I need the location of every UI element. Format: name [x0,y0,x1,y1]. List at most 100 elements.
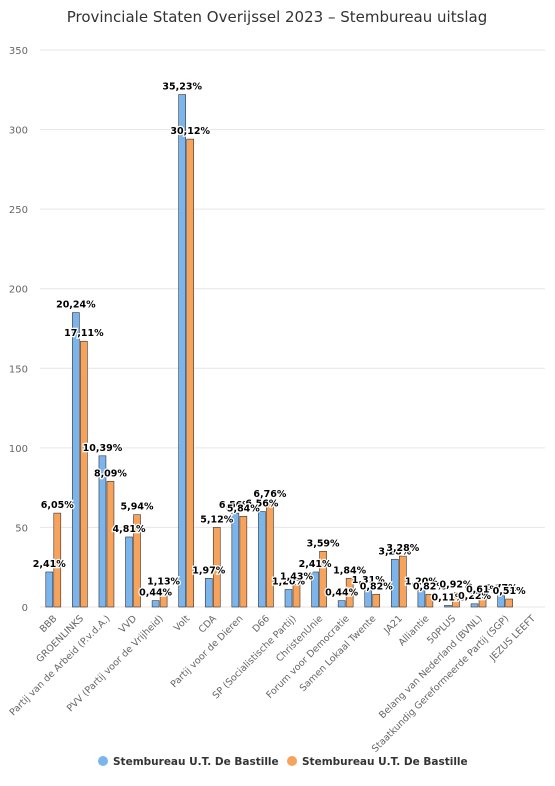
data-label: 5,84% [227,503,260,514]
data-label: 3,28% [378,546,411,557]
data-label: 0,82% [360,581,393,592]
y-tick-label: 100 [9,444,28,455]
bar-series-2[interactable] [159,589,168,608]
bar-series-2[interactable] [53,512,62,608]
bar-series-2[interactable] [452,592,460,608]
bar-series-1[interactable] [337,600,346,608]
bar-series-2[interactable] [399,555,407,608]
x-tick-label: BBB [38,613,60,635]
x-tick-label: JA21 [381,613,405,637]
bar-series-2[interactable] [478,597,487,608]
data-label: 6,05% [41,500,74,511]
data-label: 0,82% [413,581,446,592]
bar-series-2[interactable] [80,340,88,608]
bar-series-1[interactable] [470,603,479,608]
legend-marker[interactable] [287,756,297,766]
legend-label[interactable]: Stembureau U.T. De Bastille [113,756,279,768]
bar-series-1[interactable] [444,605,452,608]
bar-series-1[interactable] [258,511,266,608]
data-label: 0,77% [485,583,518,594]
bar-series-2[interactable] [372,593,381,608]
data-label: 1,97% [192,565,225,576]
data-label: 1,13% [147,576,180,587]
data-label: 5,12% [200,514,233,525]
x-tick-label: Volt [172,613,193,634]
bar-series-2[interactable] [239,515,248,608]
data-label: 6,56% [219,500,252,511]
data-label: 3,59% [307,538,340,549]
bar-series-2[interactable] [505,598,513,608]
data-label: 2,41% [33,559,66,570]
y-tick-label: 350 [9,46,28,57]
bar-series-2[interactable] [106,480,115,608]
data-label: 17,11% [64,328,104,339]
x-tick-label: PVV (Partij voor de Vrijheid) [65,613,166,714]
bar-series-2[interactable] [292,584,301,608]
data-label: 8,09% [94,468,127,479]
legend: Stembureau U.T. De Bastille Stembureau U.… [98,756,468,768]
data-label: 5,94% [121,502,154,513]
data-label: 30,12% [170,126,210,137]
bar-series-2[interactable] [425,593,434,608]
x-tick-label: CDA [197,613,219,635]
data-label: 1,31% [352,575,385,586]
bar-series-1[interactable] [98,455,107,608]
legend-marker[interactable] [98,756,108,766]
data-labels: 2,41% 20,24% 10,39% 4,81% 0,44% 35,23% 1,97% 6,… [32,80,528,604]
legend-label[interactable]: Stembureau U.T. De Bastille [302,756,468,768]
x-tick-label: D66 [251,613,273,635]
bar-series-1[interactable] [311,571,319,608]
data-label: 1,43% [280,572,313,583]
data-label: 35,23% [162,82,202,93]
bar-series-1[interactable] [151,600,160,608]
y-tick-label: 150 [9,364,28,375]
bar-series-1[interactable] [72,312,80,608]
data-label: 0,92% [439,580,472,591]
data-label: 10,39% [83,443,123,454]
bar-series-1[interactable] [284,589,293,608]
y-tick-label: 300 [9,126,28,137]
bar-series-1[interactable] [125,536,133,608]
bar-series-2[interactable] [266,501,274,608]
bars [45,94,513,608]
data-label: 1,84% [333,565,366,576]
bar-series-2[interactable] [345,578,354,608]
bar-series-1[interactable] [178,94,186,608]
bar-series-2[interactable] [133,514,141,608]
data-label: 1,20% [272,576,305,587]
data-label: 1,20% [405,576,438,587]
chart-title: Provinciale Staten Overijssel 2023 – Ste… [67,8,488,26]
bar-series-1[interactable] [364,587,373,608]
data-label: 0,22% [458,591,491,602]
bar-series-2[interactable] [319,550,327,608]
y-axis: 0 50 100 150 200 250 300 350 [9,46,28,614]
x-tick-label: Partij van de Arbeid (P.v.d.A.) [8,613,113,718]
y-tick-label: 50 [15,523,28,534]
bar-series-1[interactable] [45,571,54,608]
bar-series-1[interactable] [417,589,426,608]
data-label: 6,76% [253,489,286,500]
bar-series-2[interactable] [186,138,194,608]
data-label: 6,56% [245,499,278,510]
data-label: 20,24% [56,300,96,311]
bar-series-1[interactable] [231,512,240,608]
data-label: 0,51% [493,586,526,597]
gridlines [40,49,545,608]
y-tick-label: 200 [9,285,28,296]
data-label: 0,61% [466,584,499,595]
data-label: 0,44% [325,588,358,599]
y-tick-label: 0 [22,603,28,614]
bar-series-1[interactable] [391,558,399,608]
x-tick-label: VVD [117,613,139,635]
data-label: 3,28% [386,543,419,554]
data-label: 4,81% [113,524,146,535]
bar-series-1[interactable] [497,595,505,608]
bar-series-2[interactable] [212,527,221,608]
data-label: 0,11% [431,592,464,603]
y-tick-label: 250 [9,205,28,216]
data-label: 0,44% [139,588,172,599]
bar-series-1[interactable] [204,578,213,608]
data-label: 2,41% [299,559,332,570]
